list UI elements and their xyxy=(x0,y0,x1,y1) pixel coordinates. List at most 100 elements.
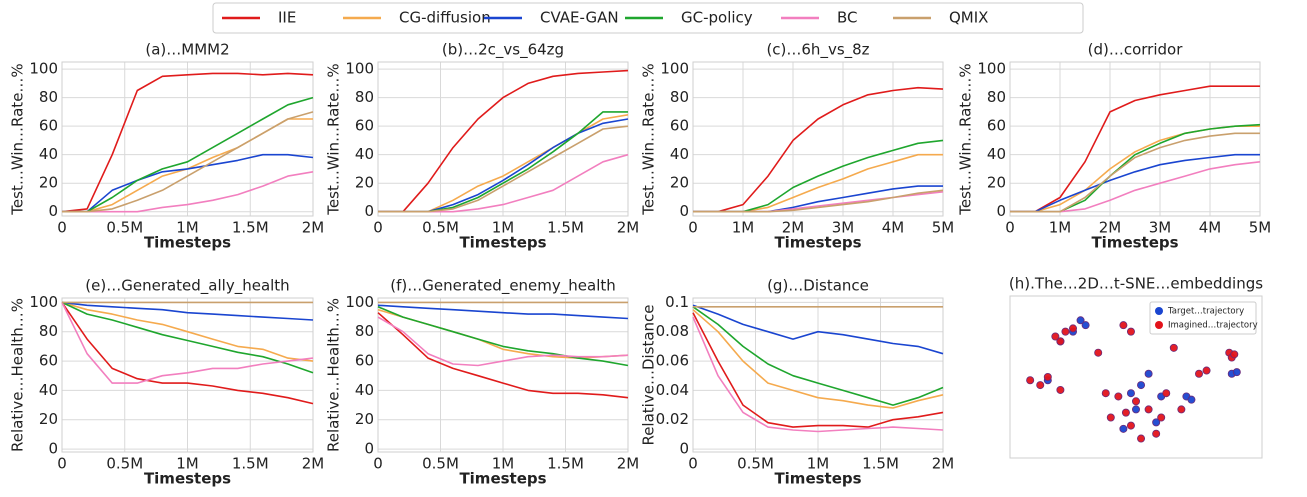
scatter-point xyxy=(1114,392,1123,401)
y-axis-label: Test…Win…Rate…% xyxy=(957,63,975,215)
y-tick-label: 40 xyxy=(39,145,58,163)
scatter-point xyxy=(1152,418,1161,427)
x-tick-label: 0.5M xyxy=(106,455,143,473)
scatter-point xyxy=(1230,350,1239,359)
scatter-point xyxy=(1076,316,1085,325)
y-tick-label: 80 xyxy=(39,322,58,340)
y-tick-label: 0.1 xyxy=(665,293,689,311)
y-tick-label: 100 xyxy=(345,293,374,311)
legend-label: CVAE-GAN xyxy=(540,9,619,27)
x-tick-label: 0 xyxy=(688,455,698,473)
legend-label: GC-policy xyxy=(681,9,753,27)
x-tick-label: 1.5M xyxy=(232,455,269,473)
series-line xyxy=(62,111,314,213)
y-axis-label: Relative…Health…% xyxy=(9,298,27,452)
legend-label: IIE xyxy=(278,9,296,27)
scatter-point xyxy=(1152,429,1161,438)
y-tick-label: 0 xyxy=(679,440,689,458)
y-tick-label: 0.02 xyxy=(656,410,689,428)
scatter-point xyxy=(1056,337,1065,346)
series-line xyxy=(377,306,629,367)
plot-frame xyxy=(692,297,944,453)
x-tick-label: 0 xyxy=(57,219,67,237)
x-tick-label: 1M xyxy=(176,455,199,473)
legend-label: QMIX xyxy=(949,9,988,27)
y-tick-label: 0 xyxy=(48,202,58,220)
x-tick-label: 5M xyxy=(1249,219,1272,237)
legend-label: Target…trajectory xyxy=(1167,307,1244,317)
y-tick-label: 60 xyxy=(39,352,58,370)
x-tick-label: 1M xyxy=(492,455,515,473)
x-tick-label: 2M xyxy=(302,455,325,473)
x-tick-label: 4M xyxy=(1199,219,1222,237)
y-tick-label: 60 xyxy=(355,117,374,135)
scatter-point xyxy=(1126,389,1135,398)
y-tick-label: 0 xyxy=(996,202,1006,220)
y-tick-label: 20 xyxy=(39,410,58,428)
series-line xyxy=(61,72,314,213)
x-tick-label: 0.5M xyxy=(422,455,459,473)
series-line xyxy=(693,86,944,213)
chart-title: (f)…Generated_enemy_health xyxy=(390,277,616,296)
x-axis-label: Timesteps xyxy=(144,470,231,488)
series-line xyxy=(377,312,629,399)
x-tick-label: 0 xyxy=(688,219,698,237)
scatter-point xyxy=(1119,424,1128,433)
y-tick-label: 60 xyxy=(355,352,374,370)
scatter-point xyxy=(1137,381,1146,390)
y-tick-label: 80 xyxy=(39,88,58,106)
x-tick-label: 3M xyxy=(832,219,855,237)
series-line xyxy=(61,301,314,374)
scatter-point xyxy=(1126,327,1135,336)
x-tick-label: 1M xyxy=(176,219,199,237)
scatter-point xyxy=(1137,434,1146,443)
series-line xyxy=(1010,85,1260,213)
scatter-point xyxy=(1144,405,1153,414)
y-tick-label: 0.06 xyxy=(656,352,689,370)
scatter-point xyxy=(1195,369,1204,378)
x-tick-label: 0 xyxy=(373,219,383,237)
x-tick-label: 3M xyxy=(1149,219,1172,237)
scatter-point xyxy=(1157,413,1166,422)
y-axis-label: Relative…Health…% xyxy=(325,298,343,452)
series-line xyxy=(378,125,629,213)
scatter-point xyxy=(1144,369,1153,378)
scatter-point xyxy=(1119,321,1128,330)
y-tick-label: 20 xyxy=(987,174,1006,192)
y-axis-label: Test…Win…Rate…% xyxy=(325,63,343,215)
x-axis-label: Timesteps xyxy=(459,234,546,252)
y-tick-label: 80 xyxy=(355,88,374,106)
y-tick-label: 60 xyxy=(987,117,1006,135)
x-tick-label: 2M xyxy=(1099,219,1122,237)
scatter-point xyxy=(1061,327,1070,336)
scatter-point xyxy=(1126,421,1135,430)
series-line xyxy=(61,301,314,405)
y-tick-label: 60 xyxy=(670,117,689,135)
x-tick-label: 0 xyxy=(57,455,67,473)
x-tick-label: 2M xyxy=(302,219,325,237)
scatter-point xyxy=(1026,376,1035,385)
series-line xyxy=(1010,132,1260,213)
legend-label: BC xyxy=(837,9,858,27)
y-tick-label: 20 xyxy=(355,410,374,428)
x-tick-label: 0 xyxy=(373,455,383,473)
chart-title: (b)…2c_vs_64zg xyxy=(442,41,564,60)
series-line xyxy=(693,189,944,213)
y-tick-label: 100 xyxy=(29,293,58,311)
series-line xyxy=(1010,153,1260,213)
x-tick-label: 2M xyxy=(782,219,805,237)
series-line xyxy=(62,153,314,213)
y-tick-label: 80 xyxy=(670,88,689,106)
series-line xyxy=(62,171,314,213)
series-line xyxy=(61,302,314,384)
x-tick-label: 2M xyxy=(617,455,640,473)
series-line xyxy=(61,301,314,362)
scatter-point xyxy=(1043,372,1052,381)
y-tick-label: 100 xyxy=(345,60,374,78)
scatter-point xyxy=(1081,321,1090,330)
scatter-point xyxy=(1132,405,1141,414)
y-tick-label: 40 xyxy=(355,381,374,399)
plot-frame xyxy=(377,297,629,453)
legend-marker xyxy=(1155,321,1163,329)
x-axis-label: Timesteps xyxy=(774,234,861,252)
